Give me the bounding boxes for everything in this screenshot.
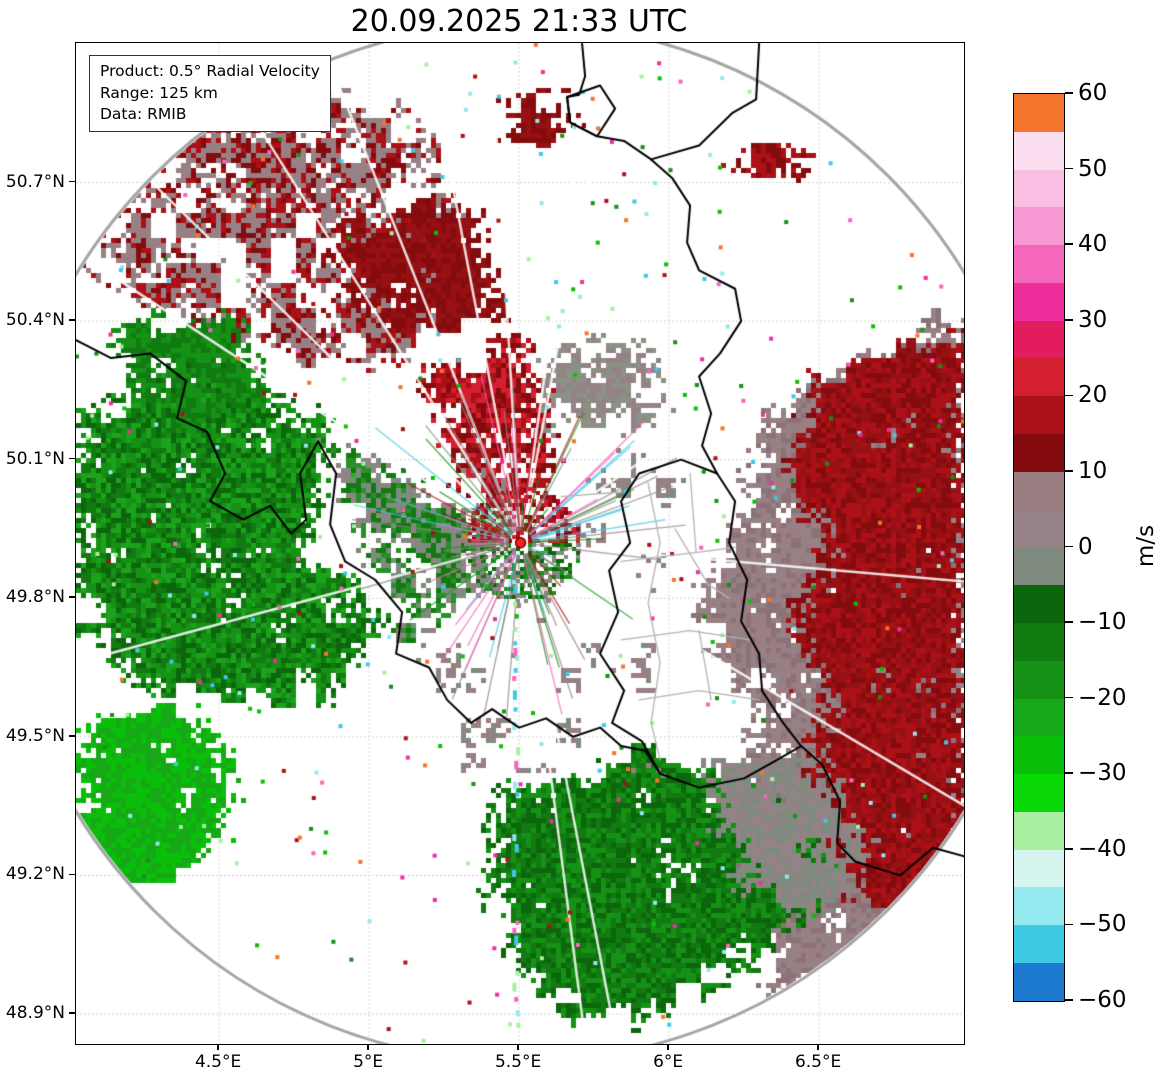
y-tick-label: 50.4°N <box>5 310 65 331</box>
colorbar-segment <box>1014 358 1064 397</box>
y-tick-mark <box>69 735 75 737</box>
colorbar-segment <box>1014 585 1064 623</box>
colorbar-segment <box>1014 94 1064 132</box>
colorbar-segment <box>1014 547 1064 586</box>
x-tick-mark <box>217 1044 219 1050</box>
y-tick-mark <box>69 319 75 321</box>
radar-canvas <box>76 43 964 1044</box>
colorbar <box>1013 93 1065 1002</box>
plot-title: 20.09.2025 21:33 UTC <box>350 4 688 39</box>
colorbar-tick-mark <box>1065 470 1073 472</box>
x-tick-mark <box>667 1044 669 1050</box>
colorbar-tick-mark <box>1065 999 1073 1001</box>
colorbar-segment <box>1014 660 1064 699</box>
y-tick-label: 50.7°N <box>5 171 65 192</box>
colorbar-segment <box>1014 131 1064 170</box>
y-tick-mark <box>69 596 75 598</box>
colorbar-unit-label: m/s <box>1133 524 1159 568</box>
colorbar-segment <box>1014 282 1064 321</box>
colorbar-tick-label: 60 <box>1078 80 1108 106</box>
info-line-data: Data: RMIB <box>100 105 187 124</box>
y-tick-label: 49.8°N <box>5 587 65 608</box>
y-tick-label: 49.2°N <box>5 864 65 885</box>
colorbar-tick-mark <box>1065 923 1073 926</box>
colorbar-segment <box>1014 962 1064 1001</box>
y-tick-mark <box>69 873 75 876</box>
y-tick-mark <box>69 1012 75 1014</box>
colorbar-tick-mark <box>1065 394 1073 397</box>
colorbar-segment <box>1014 811 1064 850</box>
colorbar-tick-mark <box>1065 167 1073 170</box>
colorbar-segment <box>1014 849 1064 888</box>
info-line-product: Product: 0.5° Radial Velocity <box>100 62 320 80</box>
x-tick-label: 5°E <box>353 1052 384 1072</box>
colorbar-segment <box>1014 736 1064 775</box>
colorbar-tick-label: 0 <box>1078 533 1093 560</box>
colorbar-tick-mark <box>1065 696 1073 699</box>
colorbar-tick-label: 20 <box>1078 382 1108 409</box>
colorbar-tick-label: −20 <box>1078 684 1127 711</box>
colorbar-tick-label: −60 <box>1078 987 1127 1013</box>
colorbar-segment <box>1014 207 1064 246</box>
colorbar-tick-label: −50 <box>1078 911 1127 938</box>
colorbar-tick-label: 50 <box>1078 155 1108 182</box>
x-tick-label: 6°E <box>653 1052 684 1072</box>
y-tick-mark <box>69 180 75 183</box>
x-tick-mark <box>817 1044 819 1050</box>
colorbar-tick-mark <box>1065 772 1073 775</box>
colorbar-tick-mark <box>1065 848 1073 850</box>
colorbar-segment <box>1014 925 1064 963</box>
colorbar-segment <box>1014 320 1064 359</box>
y-tick-label: 49.5°N <box>5 725 65 746</box>
colorbar-tick-label: −30 <box>1078 760 1127 787</box>
colorbar-segment <box>1014 622 1064 661</box>
colorbar-tick-mark <box>1065 621 1073 623</box>
x-tick-label: 6.5°E <box>794 1052 842 1072</box>
colorbar-tick-label: 10 <box>1078 457 1108 484</box>
colorbar-segment <box>1014 471 1064 510</box>
x-tick-label: 5.5°E <box>494 1052 542 1072</box>
colorbar-tick-mark <box>1065 243 1073 245</box>
colorbar-segment <box>1014 245 1064 283</box>
colorbar-tick-label: 40 <box>1078 231 1108 258</box>
colorbar-segment <box>1014 434 1064 472</box>
colorbar-tick-label: −40 <box>1078 835 1127 862</box>
colorbar-tick-label: 30 <box>1078 306 1108 333</box>
y-tick-mark <box>69 457 75 460</box>
y-tick-label: 48.9°N <box>5 1002 65 1023</box>
colorbar-segment <box>1014 887 1064 926</box>
y-tick-label: 50.1°N <box>5 448 65 469</box>
x-tick-mark <box>367 1044 369 1050</box>
map-plot-area: Product: 0.5° Radial Velocity Range: 125… <box>75 42 965 1045</box>
info-line-range: Range: 125 km <box>100 83 218 102</box>
colorbar-tick-mark <box>1065 92 1073 94</box>
colorbar-segment <box>1014 169 1064 208</box>
colorbar-segment <box>1014 698 1064 737</box>
product-info-box: Product: 0.5° Radial Velocity Range: 125… <box>89 55 331 133</box>
colorbar-segment <box>1014 396 1064 435</box>
colorbar-segment <box>1014 509 1064 548</box>
x-tick-label: 4.5°E <box>194 1052 242 1072</box>
colorbar-segment <box>1014 774 1064 812</box>
colorbar-tick-mark <box>1065 318 1073 321</box>
colorbar-tick-label: −10 <box>1078 609 1127 636</box>
x-tick-mark <box>517 1044 519 1050</box>
colorbar-tick-mark <box>1065 545 1073 548</box>
